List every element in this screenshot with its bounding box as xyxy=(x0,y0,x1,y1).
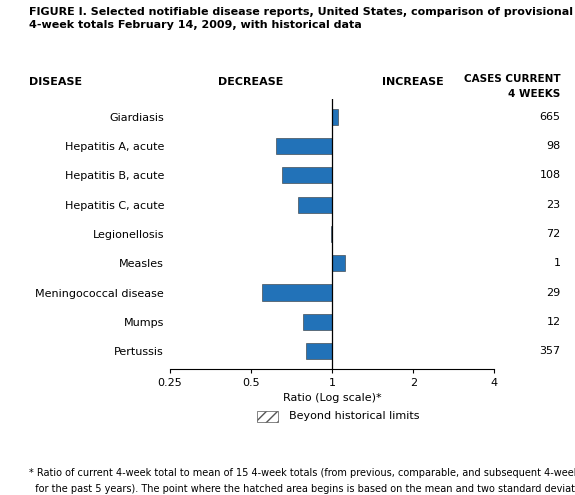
Text: 29: 29 xyxy=(546,288,561,297)
Text: 23: 23 xyxy=(546,199,561,209)
Text: 98: 98 xyxy=(546,141,561,151)
Text: 1: 1 xyxy=(554,258,561,268)
Bar xyxy=(282,167,332,183)
Bar xyxy=(303,314,332,330)
Text: CASES CURRENT: CASES CURRENT xyxy=(464,74,561,84)
Text: 12: 12 xyxy=(546,317,561,327)
Bar xyxy=(332,108,338,125)
Text: 72: 72 xyxy=(546,229,561,239)
Text: DECREASE: DECREASE xyxy=(218,77,283,87)
Text: 4 WEEKS: 4 WEEKS xyxy=(508,89,561,99)
Bar xyxy=(298,197,332,213)
Text: FIGURE I. Selected notifiable disease reports, United States, comparison of prov: FIGURE I. Selected notifiable disease re… xyxy=(29,7,573,30)
Bar xyxy=(332,255,346,271)
Text: for the past 5 years). The point where the hatched area begins is based on the m: for the past 5 years). The point where t… xyxy=(29,484,575,494)
Bar xyxy=(331,226,332,242)
Text: Beyond historical limits: Beyond historical limits xyxy=(282,411,419,421)
Bar xyxy=(306,343,332,359)
Text: INCREASE: INCREASE xyxy=(382,77,444,87)
Text: 108: 108 xyxy=(539,170,561,180)
Text: * Ratio of current 4-week total to mean of 15 4-week totals (from previous, comp: * Ratio of current 4-week total to mean … xyxy=(29,468,575,478)
Bar xyxy=(276,138,332,154)
X-axis label: Ratio (Log scale)*: Ratio (Log scale)* xyxy=(283,394,381,403)
Bar xyxy=(262,285,332,300)
Text: 357: 357 xyxy=(539,346,561,356)
Text: DISEASE: DISEASE xyxy=(29,77,82,87)
Bar xyxy=(257,411,278,422)
Text: 665: 665 xyxy=(539,111,561,122)
